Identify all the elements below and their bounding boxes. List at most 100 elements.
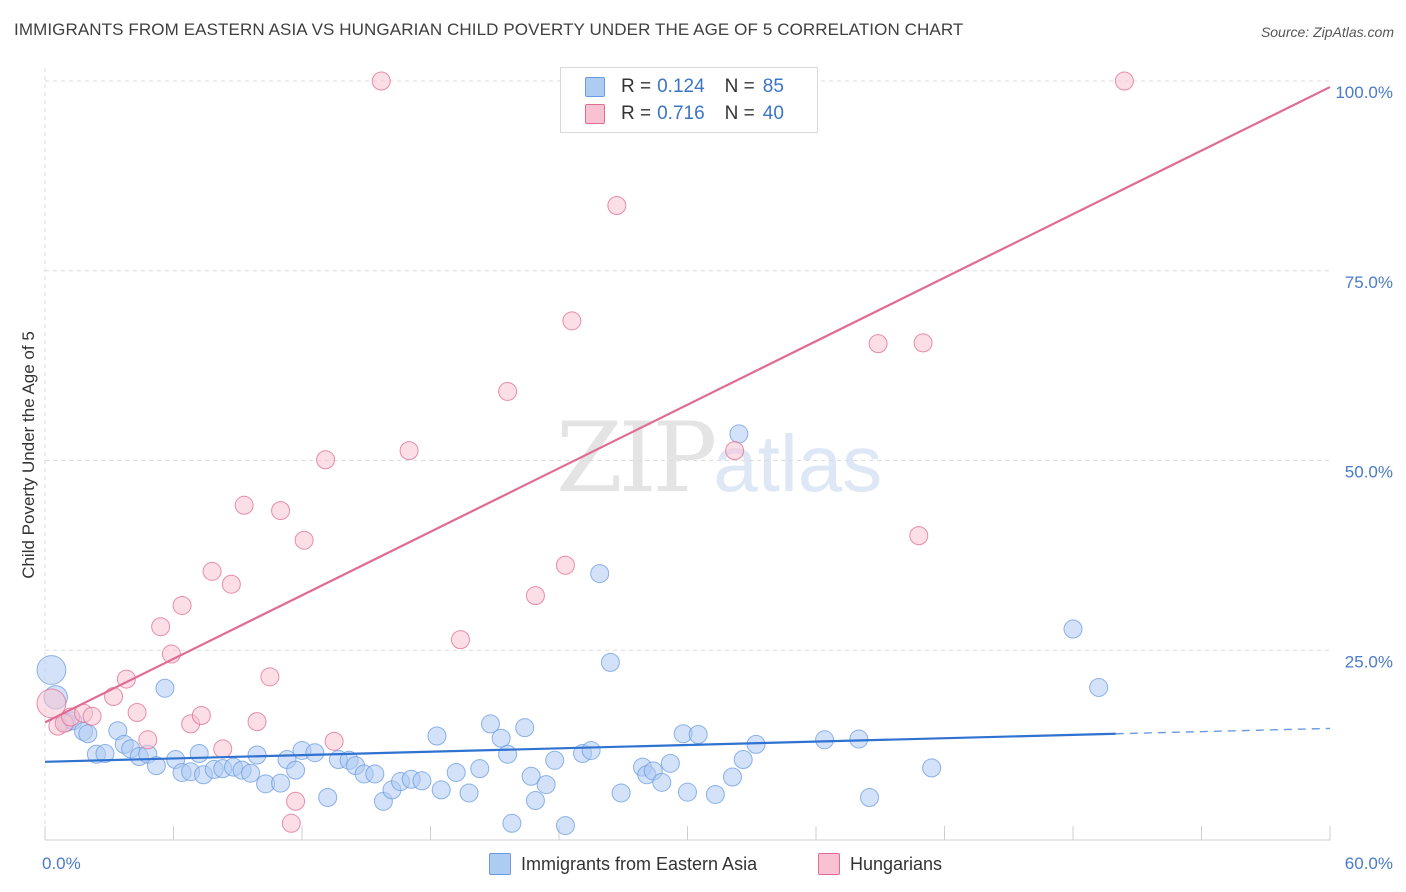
eastern-asia-point xyxy=(286,760,306,780)
hungarian-point xyxy=(555,555,575,575)
eastern-asia-point xyxy=(678,782,697,802)
hungarian-point xyxy=(36,688,67,719)
eastern-asia-point xyxy=(247,745,267,765)
hungarian-point xyxy=(213,739,233,759)
eastern-asia-point xyxy=(922,758,942,778)
axes xyxy=(44,826,1331,841)
hungarian-point xyxy=(294,530,314,550)
eastern-asia-point xyxy=(480,714,500,734)
eastern-asia-point xyxy=(1089,677,1109,697)
hungarian-point xyxy=(316,450,336,470)
eastern-asia-point xyxy=(536,775,556,795)
hungarian-point xyxy=(371,71,391,91)
hungarian-point xyxy=(909,526,929,546)
eastern-asia-point xyxy=(860,787,880,807)
hungarian-point xyxy=(271,501,291,521)
eastern-asia-point xyxy=(733,750,753,770)
eastern-asia-point xyxy=(705,784,725,804)
legend-n-label: N = xyxy=(724,76,755,97)
legend-item-hungarians[interactable]: Hungarians xyxy=(818,851,942,877)
hungarians-trend-line xyxy=(44,86,1331,724)
tick-labels: 25.0% 50.0% 75.0% 100.0% 0.0% 60.0% xyxy=(42,83,1393,873)
legend-row-eastern-asia: R = 0.124 N = 85 xyxy=(585,74,784,100)
eastern-asia-point xyxy=(611,783,631,803)
legend-swatch-hungarians xyxy=(585,104,605,124)
eastern-asia-point xyxy=(849,729,869,749)
legend-label-eastern-asia: Immigrants from Eastern Asia xyxy=(521,853,758,874)
legend-n-value: 85 xyxy=(762,76,784,97)
hungarian-point xyxy=(202,561,222,581)
legend-box-eastern-asia xyxy=(489,853,511,875)
hungarian-point xyxy=(562,311,582,331)
y-axis-label: Child Poverty Under the Age of 5 xyxy=(19,331,38,579)
eastern-asia-point xyxy=(78,724,98,744)
hungarian-point xyxy=(191,706,211,726)
gridlines xyxy=(44,68,1330,840)
eastern-asia-point xyxy=(412,771,432,791)
y-tick-label: 25.0% xyxy=(1345,652,1393,671)
legend-item-eastern-asia[interactable]: Immigrants from Eastern Asia xyxy=(489,851,757,877)
y-tick-label: 100.0% xyxy=(1335,83,1393,102)
eastern-asia-point xyxy=(525,791,545,811)
eastern-asia-point xyxy=(722,767,742,787)
hungarian-point xyxy=(281,813,301,833)
y-tick-label: 50.0% xyxy=(1345,463,1393,482)
hungarian-point xyxy=(151,617,171,637)
x-tick-label: 0.0% xyxy=(42,854,81,873)
legend-label-hungarians: Hungarians xyxy=(850,853,943,874)
eastern-asia-point xyxy=(365,764,385,784)
legend-n-label: N = xyxy=(724,103,755,124)
hungarian-point xyxy=(1114,71,1134,91)
eastern-asia-point xyxy=(146,756,166,776)
eastern-asia-trend-line xyxy=(44,732,1116,763)
legend-r-label: R = xyxy=(621,76,652,97)
legend-n-value: 40 xyxy=(762,103,784,124)
hungarian-point xyxy=(725,441,745,461)
hungarian-point xyxy=(138,730,158,750)
hungarian-point xyxy=(913,333,933,353)
stats-legend: R = 0.124 N = 85 R = 0.716 N = 40 xyxy=(560,67,818,133)
hungarian-point xyxy=(868,334,888,354)
hungarian-point xyxy=(247,712,267,732)
eastern-asia-point xyxy=(1063,619,1083,639)
hungarian-point xyxy=(399,441,419,461)
eastern-asia-point xyxy=(815,730,835,750)
eastern-asia-point xyxy=(459,783,479,803)
eastern-asia-point xyxy=(498,744,518,764)
hungarian-point xyxy=(127,702,147,722)
hungarian-point xyxy=(607,195,627,215)
legend-row-hungarians: R = 0.716 N = 40 xyxy=(585,101,784,127)
eastern-asia-point xyxy=(427,726,447,746)
series-hungarians-points xyxy=(36,71,1134,833)
eastern-asia-point xyxy=(590,564,610,584)
trend-lines xyxy=(44,86,1331,763)
eastern-asia-point xyxy=(431,780,451,800)
hungarian-point xyxy=(234,495,254,515)
eastern-asia-point xyxy=(155,678,175,698)
hungarian-point xyxy=(525,586,545,606)
eastern-asia-point xyxy=(729,424,749,444)
eastern-asia-point xyxy=(600,652,620,672)
eastern-asia-point xyxy=(446,762,466,782)
x-tick-label: 60.0% xyxy=(1345,854,1393,873)
hungarian-point xyxy=(498,381,518,401)
hungarian-point xyxy=(221,574,241,594)
eastern-asia-point xyxy=(521,766,541,786)
eastern-asia-point xyxy=(271,773,291,793)
eastern-asia-point xyxy=(189,743,209,763)
eastern-asia-point xyxy=(660,753,680,773)
eastern-asia-point xyxy=(515,718,535,738)
legend-swatch-eastern-asia xyxy=(585,77,605,97)
eastern-asia-point xyxy=(491,728,511,748)
eastern-asia-point xyxy=(95,743,115,763)
eastern-asia-point xyxy=(581,740,601,760)
hungarian-point xyxy=(104,687,124,707)
series-eastern-asia-points xyxy=(36,424,1109,836)
eastern-asia-point xyxy=(241,763,261,783)
hungarian-point xyxy=(172,595,192,615)
eastern-asia-trend-extension xyxy=(1115,727,1331,735)
source-label: Source: ZipAtlas.com xyxy=(1260,24,1394,40)
legend-r-value: 0.124 xyxy=(657,76,705,97)
legend-r-label: R = xyxy=(621,103,652,124)
